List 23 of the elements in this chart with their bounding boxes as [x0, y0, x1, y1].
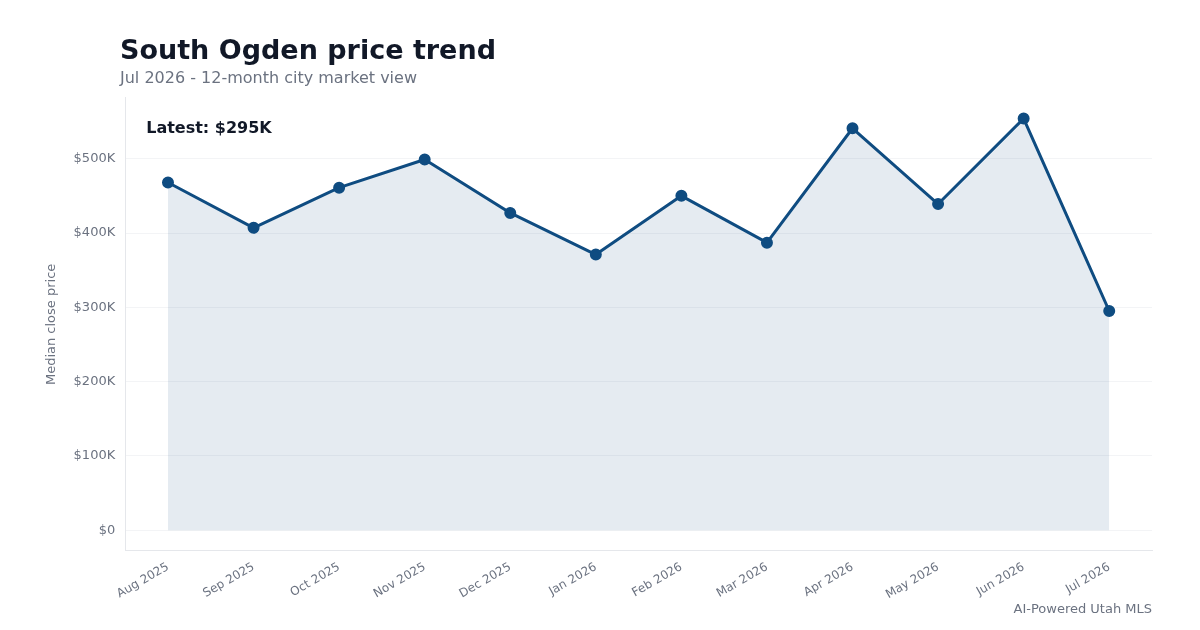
chart-subtitle: Jul 2026 - 12-month city market view — [120, 68, 417, 87]
point — [932, 198, 945, 211]
text: AI-Powered Utah MLS — [1013, 601, 1152, 616]
point — [675, 189, 688, 202]
point — [846, 122, 859, 135]
point — [418, 153, 431, 166]
point — [1017, 112, 1030, 125]
y-tick-label: $300K — [73, 298, 116, 314]
point — [504, 206, 517, 219]
y-tick-label: $200K — [73, 372, 116, 388]
y-tick-label: $100K — [73, 447, 116, 463]
point — [161, 176, 174, 189]
point — [247, 221, 260, 234]
annotation: Latest: $295K — [146, 117, 273, 137]
point — [333, 181, 346, 194]
y-tick-label: $0 — [98, 521, 116, 537]
y-tick-label: $500K — [73, 150, 116, 166]
point — [1103, 305, 1116, 317]
point — [760, 236, 773, 249]
y-axis-title: Median close price — [43, 263, 59, 386]
point — [589, 248, 602, 261]
chart-title: South Ogden price trend — [120, 34, 496, 65]
y-tick-label: $400K — [73, 224, 116, 240]
